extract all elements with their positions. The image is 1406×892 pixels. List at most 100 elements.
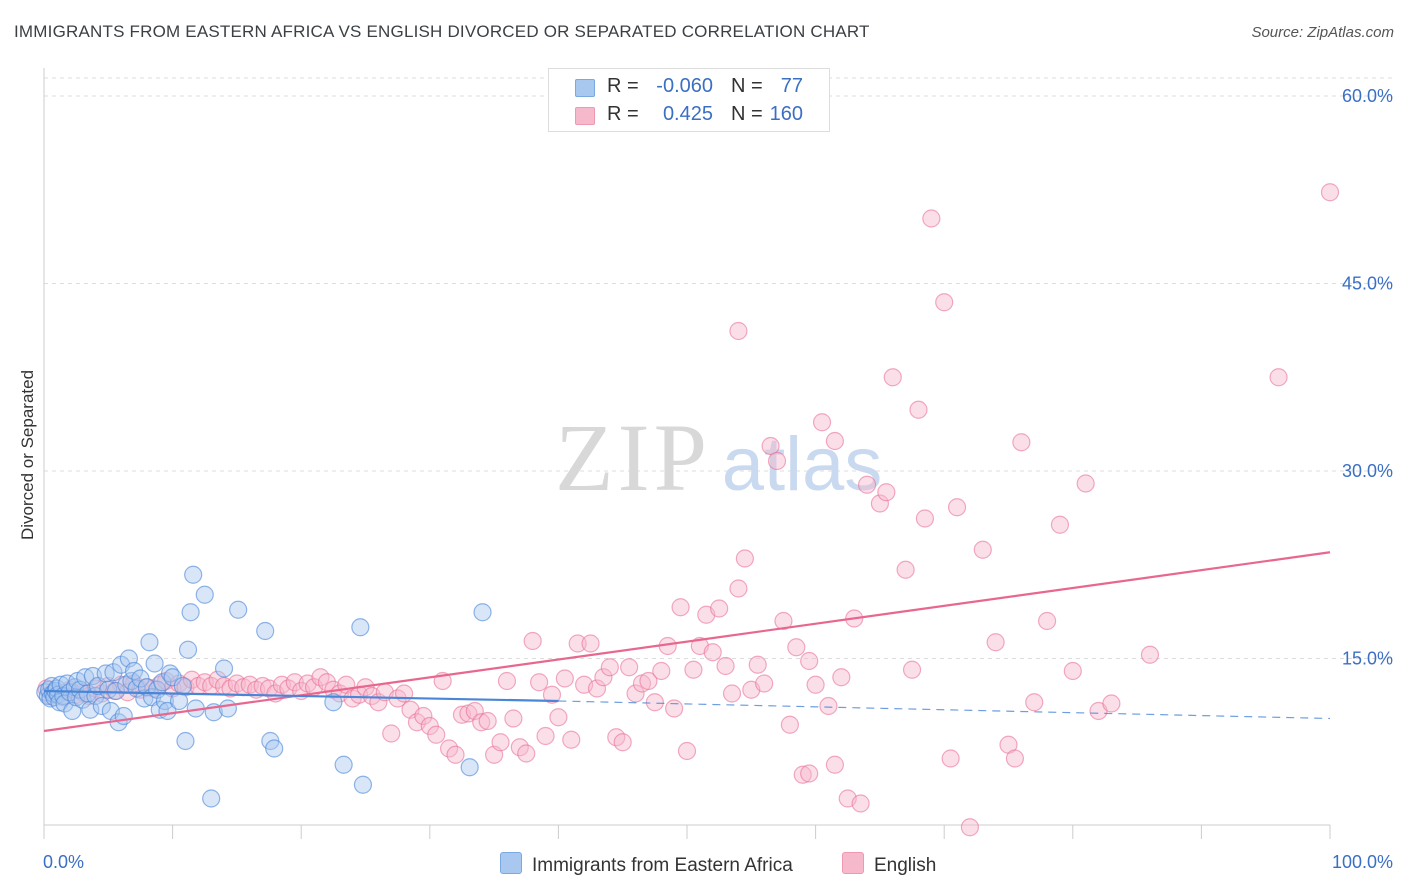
eastern-africa-point [55, 694, 74, 713]
eastern-africa-point [99, 680, 118, 699]
eastern-africa-point [351, 618, 370, 637]
english-point [857, 475, 877, 494]
english-point [825, 431, 844, 451]
eastern-africa-point [169, 691, 189, 711]
english-point [909, 400, 928, 419]
x-tick-label: 100.0% [1332, 852, 1393, 872]
english-point [935, 293, 954, 312]
english-point [729, 579, 748, 598]
eastern-africa-point [202, 789, 221, 808]
english-point [774, 611, 793, 631]
english-point [542, 685, 562, 704]
legend-r-label: R = [607, 103, 639, 125]
english-point [382, 724, 401, 743]
english-point [902, 660, 922, 679]
legend-row-eastern-africa: R = -0.060 N = 77 [549, 73, 829, 101]
english-point [819, 696, 838, 716]
series-label: Immigrants from Eastern Africa [532, 855, 793, 876]
trend-lines [43, 551, 1331, 733]
english-point [504, 709, 523, 728]
english-point [1076, 474, 1095, 493]
eastern-africa-point [473, 603, 492, 622]
english-point [671, 598, 690, 617]
legend-n-value: 160 [769, 103, 803, 125]
english-point [536, 726, 555, 746]
english-point [549, 708, 568, 727]
x-tick-label: 0.0% [43, 852, 84, 872]
eastern-africa-point [173, 676, 192, 696]
eastern-africa-point [145, 654, 164, 673]
english-point [883, 368, 902, 387]
eastern-africa-point [324, 693, 343, 712]
english-point [523, 631, 542, 651]
legend-r-label: R = [607, 75, 639, 97]
eastern-africa-point [195, 585, 214, 604]
english-point [793, 765, 812, 784]
english-point [722, 684, 742, 703]
english-point [825, 755, 844, 774]
y-tick-label: 60.0% [1342, 86, 1393, 106]
source-label: Source: ZipAtlas.com [1251, 24, 1394, 41]
english-point [530, 673, 549, 692]
y-tick-label: 30.0% [1342, 461, 1393, 481]
english-point [761, 436, 780, 456]
watermark: ZIP atlas [555, 404, 882, 511]
english-point [446, 745, 465, 764]
english-point [1025, 693, 1044, 712]
english-point [1269, 368, 1288, 387]
english-point [729, 321, 748, 341]
eastern-africa-point [104, 663, 123, 682]
axes [43, 68, 1331, 839]
english-point [639, 671, 658, 691]
english-point [973, 540, 992, 559]
legend-n-label: N = [731, 103, 763, 125]
english-point [677, 741, 697, 761]
eastern-africa-point [176, 731, 195, 751]
legend-swatch-blue [575, 79, 595, 97]
correlation-legend: R = -0.060 N = 77 R = 0.425 N = 160 [548, 68, 830, 132]
series-swatch-blue [500, 852, 522, 874]
english-point [645, 693, 664, 712]
eastern-africa-point [114, 706, 133, 726]
english-point [626, 684, 645, 703]
english-point [703, 643, 722, 662]
english-point [1005, 749, 1025, 768]
eastern-africa-point [265, 739, 284, 758]
english-point [1050, 515, 1070, 534]
eastern-africa-point [181, 603, 200, 622]
english-point [620, 658, 639, 677]
english-point [652, 661, 671, 681]
eastern-africa-point [63, 701, 82, 721]
english-point [780, 715, 799, 734]
series-legend-english: English [842, 852, 936, 877]
english-point [870, 494, 890, 513]
english-point [806, 675, 825, 694]
english-point [986, 633, 1005, 652]
english-point [748, 655, 767, 674]
y-tick-label: 15.0% [1342, 649, 1393, 669]
eastern-africa-point [106, 681, 126, 701]
english-point [947, 498, 967, 517]
english-point [555, 669, 574, 688]
legend-n-label: N = [731, 75, 763, 97]
english-point [1012, 433, 1031, 452]
y-tick-label: 45.0% [1342, 274, 1393, 294]
eastern-africa-point [92, 696, 111, 716]
legend-row-english: R = 0.425 N = 160 [549, 101, 829, 129]
english-point [1063, 661, 1082, 681]
eastern-africa-point [184, 565, 203, 584]
chart-title: IMMIGRANTS FROM EASTERN AFRICA VS ENGLIS… [14, 22, 870, 41]
series-legend-eastern-africa: Immigrants from Eastern Africa [500, 852, 793, 877]
english-point [787, 638, 806, 657]
english-point [478, 711, 497, 731]
eastern-africa-point [178, 640, 198, 659]
english-point [800, 764, 819, 783]
english-point [497, 671, 517, 691]
eastern-africa-point [229, 600, 248, 619]
english-point [896, 560, 915, 579]
english-point [832, 668, 851, 687]
english-point [562, 730, 581, 749]
series-swatch-pink [842, 852, 864, 874]
english-point [851, 794, 870, 813]
